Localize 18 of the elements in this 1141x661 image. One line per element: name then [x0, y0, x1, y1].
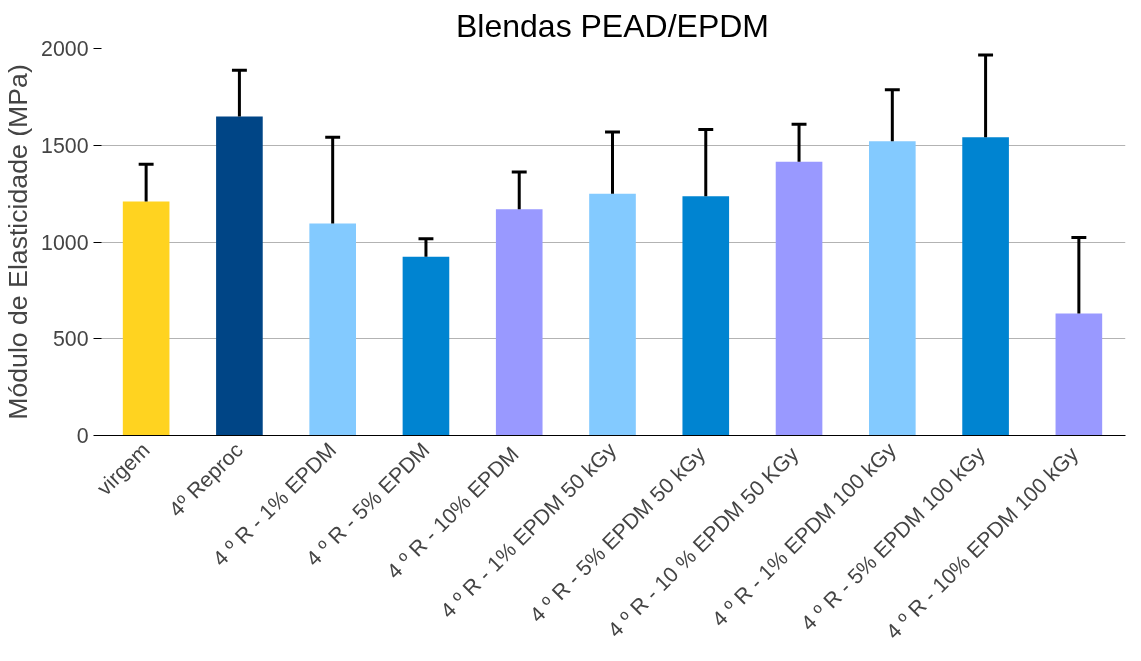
y-tick-label: 500 [52, 327, 89, 352]
y-tick-label: 0 [76, 424, 89, 448]
bar [495, 209, 543, 436]
y-tick-label: 1000 [41, 230, 89, 255]
bar [402, 256, 450, 436]
bar [122, 201, 170, 436]
chart-title: Blendas PEAD/EPDM [455, 7, 770, 44]
bar [962, 137, 1009, 436]
y-tick-label: 1500 [41, 133, 89, 158]
bar [589, 193, 636, 436]
y-axis-title: Módulo de Elasticidade (MPa) [3, 64, 34, 420]
bar [1055, 313, 1103, 436]
y-tick-label: 2000 [41, 37, 89, 61]
bar [216, 116, 263, 436]
bar [309, 223, 356, 436]
bar [775, 161, 823, 436]
bar [869, 141, 916, 436]
bar [682, 196, 730, 436]
